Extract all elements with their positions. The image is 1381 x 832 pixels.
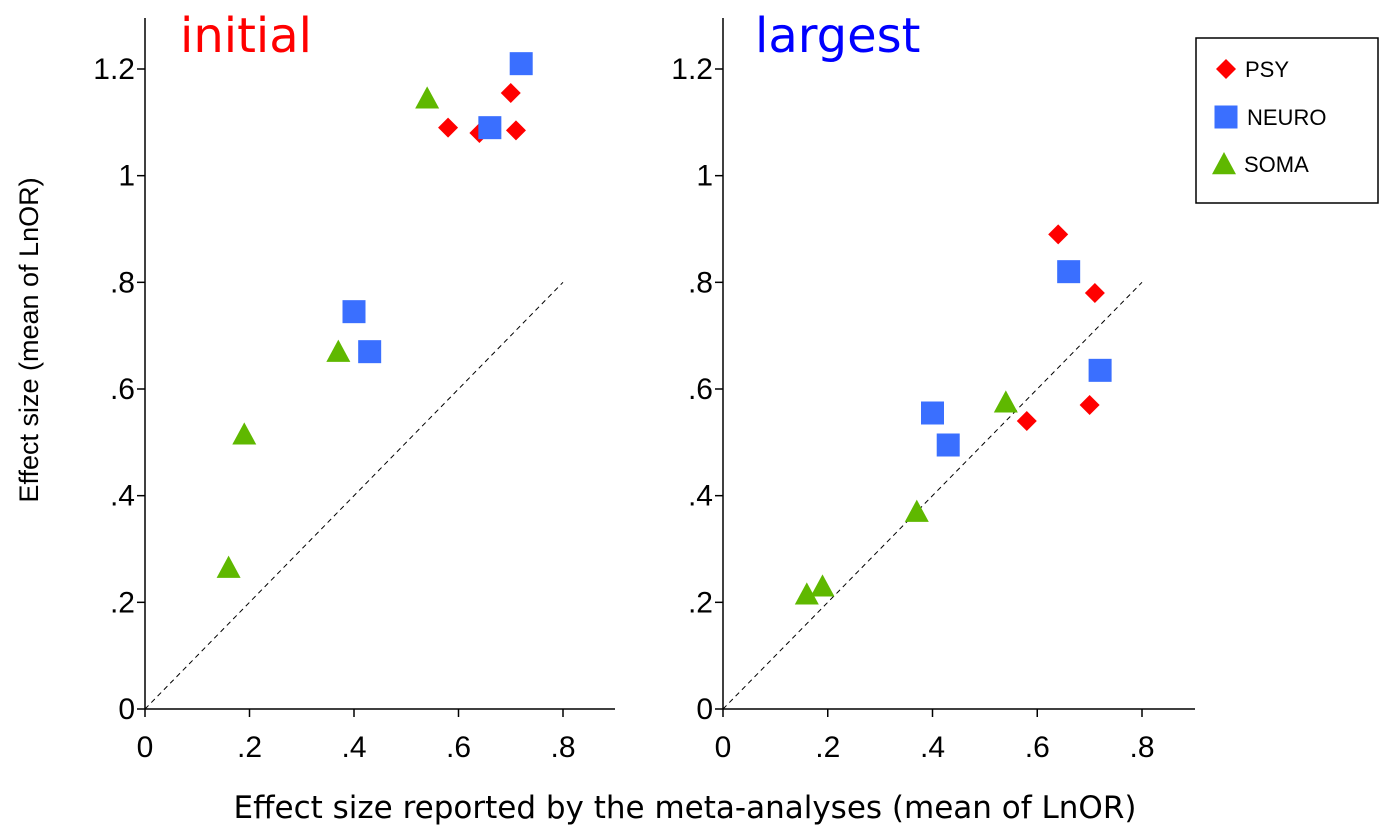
point-psy	[1048, 224, 1069, 245]
y-tick-label: .4	[110, 480, 135, 513]
legend-marker-soma	[1212, 152, 1236, 175]
point-soma	[216, 555, 241, 578]
x-tick-label: .6	[1025, 731, 1050, 764]
y-tick-label: .6	[688, 373, 713, 406]
point-neuro	[921, 401, 944, 425]
point-neuro	[358, 340, 382, 364]
point-soma	[794, 582, 819, 605]
point-soma	[993, 390, 1018, 413]
reference-line	[144, 281, 564, 710]
y-tick-label: 1.2	[671, 53, 713, 86]
y-tick-label: 0	[118, 693, 135, 726]
x-tick-label: .4	[341, 731, 366, 764]
y-tick-label: 0	[696, 693, 713, 726]
point-psy	[1016, 411, 1037, 431]
legend: PSY NEURO SOMA	[1195, 37, 1379, 204]
y-tick-label: .2	[688, 586, 713, 619]
y-tick-label: .6	[110, 373, 135, 406]
y-tick-label: .2	[110, 586, 135, 619]
legend-label-soma: SOMA	[1244, 152, 1309, 177]
point-soma	[326, 339, 351, 362]
x-axis-title: Effect size reported by the meta-analyse…	[234, 790, 1137, 826]
panel-title: largest	[755, 8, 920, 64]
y-tick-label: 1	[696, 160, 713, 193]
legend-marker-psy	[1216, 59, 1236, 79]
legend-marker-neuro	[1214, 105, 1238, 129]
panel-title: initial	[180, 8, 312, 64]
point-neuro	[342, 300, 366, 324]
point-psy	[1084, 283, 1105, 303]
point-soma	[904, 499, 929, 522]
point-psy	[505, 120, 526, 141]
x-tick-label: .2	[237, 731, 262, 764]
y-tick-label: .4	[688, 480, 713, 513]
point-psy	[500, 83, 521, 103]
x-tick-label: .4	[920, 731, 945, 764]
point-soma	[415, 86, 440, 109]
reference-line	[722, 281, 1143, 710]
point-psy	[1079, 395, 1100, 415]
legend-label-psy: PSY	[1245, 57, 1289, 82]
panel-initial: 0 .2 .4 .6 .8 1 1.2 0 .2 .4 .6 .8 initial	[93, 8, 615, 764]
point-neuro	[1057, 260, 1081, 284]
legend-label-neuro: NEURO	[1247, 105, 1326, 130]
y-tick-label: .8	[688, 266, 713, 299]
point-neuro	[478, 116, 502, 140]
panel-largest: 0 .2 .4 .6 .8 1 1.2 0 .2 .4 .6 .8 largest	[671, 8, 1195, 764]
y-tick-label: .8	[110, 266, 135, 299]
y-tick-label: 1	[118, 160, 135, 193]
y-axis-title: Effect size (mean of LnOR)	[14, 177, 44, 502]
x-tick-label: 0	[715, 731, 732, 764]
point-soma	[232, 422, 257, 445]
point-neuro	[1088, 358, 1112, 382]
x-tick-label: .2	[815, 731, 840, 764]
point-neuro	[936, 433, 960, 457]
x-tick-label: .8	[550, 731, 575, 764]
point-neuro	[509, 52, 533, 76]
point-soma	[810, 574, 835, 597]
point-psy	[438, 117, 459, 138]
x-tick-label: .8	[1129, 731, 1154, 764]
x-tick-label: 0	[137, 731, 154, 764]
y-tick-label: 1.2	[93, 53, 135, 86]
x-tick-label: .6	[446, 731, 471, 764]
